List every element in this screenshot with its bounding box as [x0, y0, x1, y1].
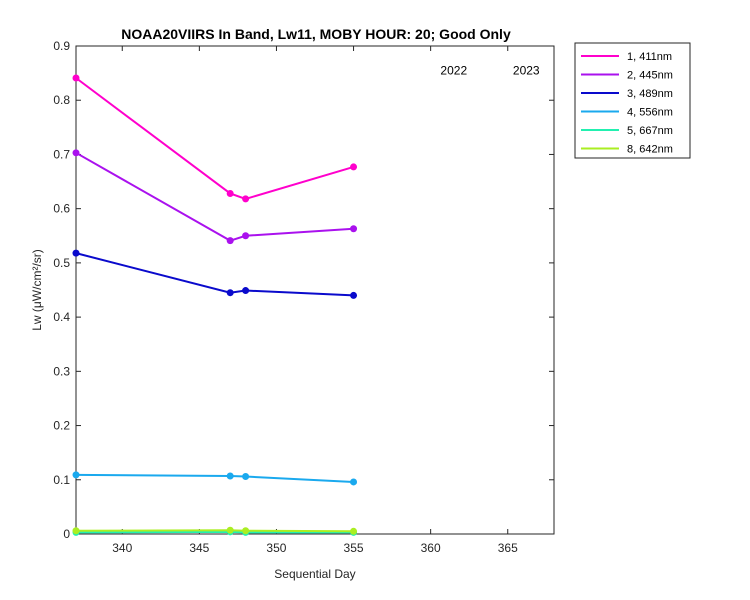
series-line: [75, 252, 354, 297]
data-point: [242, 473, 250, 481]
series-line: [75, 151, 354, 242]
x-tick-label: 360: [421, 541, 441, 555]
legend-entry: 4, 556nm: [627, 107, 673, 119]
data-point: [226, 237, 234, 245]
legend-entry: 2, 445nm: [627, 70, 673, 82]
data-point: [226, 189, 234, 197]
series-line: [75, 77, 354, 200]
y-tick-label: 0.1: [53, 473, 70, 487]
x-tick-label: 345: [189, 541, 209, 555]
legend-box: [574, 42, 691, 159]
series-line: [75, 529, 354, 533]
y-tick-label: 0.4: [53, 310, 70, 324]
data-point: [242, 287, 250, 295]
axis-ticks: 340 345 350 355 360 365 0 0.1 0.2 0.3 0.4 0.5 0.6 0.7…: [53, 39, 554, 555]
y-tick-label: 0.2: [53, 419, 70, 433]
legend-entry: 1, 411nm: [627, 51, 672, 63]
chart-title: NOAA20VIIRS In Band, Lw11, MOBY HOUR: 20…: [121, 26, 511, 42]
legend-entry: 3, 489nm: [627, 88, 673, 100]
y-tick-label: 0.5: [53, 256, 70, 270]
year-annotation: 2023: [513, 63, 540, 77]
y-tick-label: 0.8: [53, 93, 70, 107]
data-point: [242, 195, 250, 203]
x-tick-label: 340: [112, 541, 132, 555]
x-tick-label: 365: [498, 541, 518, 555]
annotations: 2022 2023: [440, 63, 539, 77]
data-point: [226, 289, 234, 297]
data-point: [226, 472, 234, 480]
legend-entry: 5, 667nm: [627, 125, 673, 137]
series-layer: [72, 74, 358, 536]
x-tick-label: 355: [344, 541, 364, 555]
data-point: [350, 527, 358, 535]
legend-entry: 8, 642nm: [627, 144, 673, 156]
data-point: [242, 527, 250, 535]
y-tick-label: 0: [63, 527, 70, 541]
legend: 1, 411nm 2, 445nm 3, 489nm 4, 556nm 5, 667nm…: [574, 42, 691, 159]
series-line: [75, 530, 354, 534]
x-tick-label: 350: [266, 541, 286, 555]
y-tick-label: 0.3: [53, 364, 70, 378]
data-point: [72, 149, 80, 157]
data-point: [226, 526, 234, 534]
data-point: [72, 249, 80, 257]
y-tick-label: 0.6: [53, 202, 70, 216]
data-point: [72, 527, 80, 535]
data-point: [350, 163, 358, 171]
data-point: [350, 225, 358, 233]
y-axis-label: Lw (μW/cm²/sr): [30, 249, 44, 331]
plot-area: [75, 45, 555, 535]
y-tick-label: 0.7: [53, 147, 70, 161]
data-point: [350, 478, 358, 486]
series-line: [75, 473, 354, 483]
data-point: [72, 74, 80, 82]
data-point: [72, 471, 80, 479]
data-point: [242, 232, 250, 240]
x-axis-label: Sequential Day: [274, 567, 355, 581]
data-point: [350, 291, 358, 299]
y-tick-label: 0.9: [53, 39, 70, 53]
year-annotation: 2022: [440, 63, 467, 77]
